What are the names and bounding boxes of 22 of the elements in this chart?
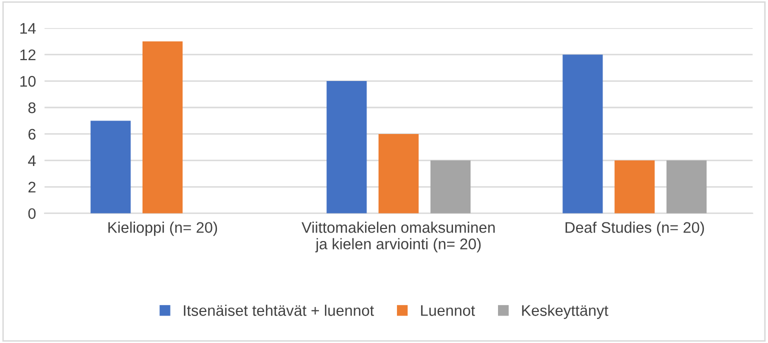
- x-tick-label: Viittomakielen omaksuminen ja kielen arviointi (n= 20): [302, 222, 495, 252]
- bar: [666, 160, 707, 214]
- bar: [430, 160, 471, 214]
- bar: [326, 81, 367, 214]
- bar: [378, 134, 419, 214]
- y-tick-label: 8: [28, 102, 36, 114]
- x-tick-label: Deaf Studies (n= 20): [566, 222, 704, 236]
- y-tick-label: 14: [20, 23, 36, 34]
- y-tick-label: 0: [28, 208, 36, 220]
- legend-label: Keskeyttänyt: [522, 304, 608, 319]
- bar: [562, 54, 603, 214]
- y-tick-label: 2: [28, 182, 36, 192]
- y-tick-label: 12: [20, 49, 36, 60]
- y-tick-label: 6: [28, 128, 36, 140]
- bar: [90, 120, 131, 214]
- legend-label: Itsenäiset tehtävät + luennot: [184, 304, 374, 316]
- x-tick-label: Kielioppi (n= 20): [108, 222, 218, 236]
- legend-label: Luennot: [421, 305, 475, 316]
- bar: [142, 41, 183, 214]
- bar: [614, 160, 655, 214]
- y-tick-label: 4: [28, 155, 36, 166]
- y-tick-label: 10: [20, 76, 36, 87]
